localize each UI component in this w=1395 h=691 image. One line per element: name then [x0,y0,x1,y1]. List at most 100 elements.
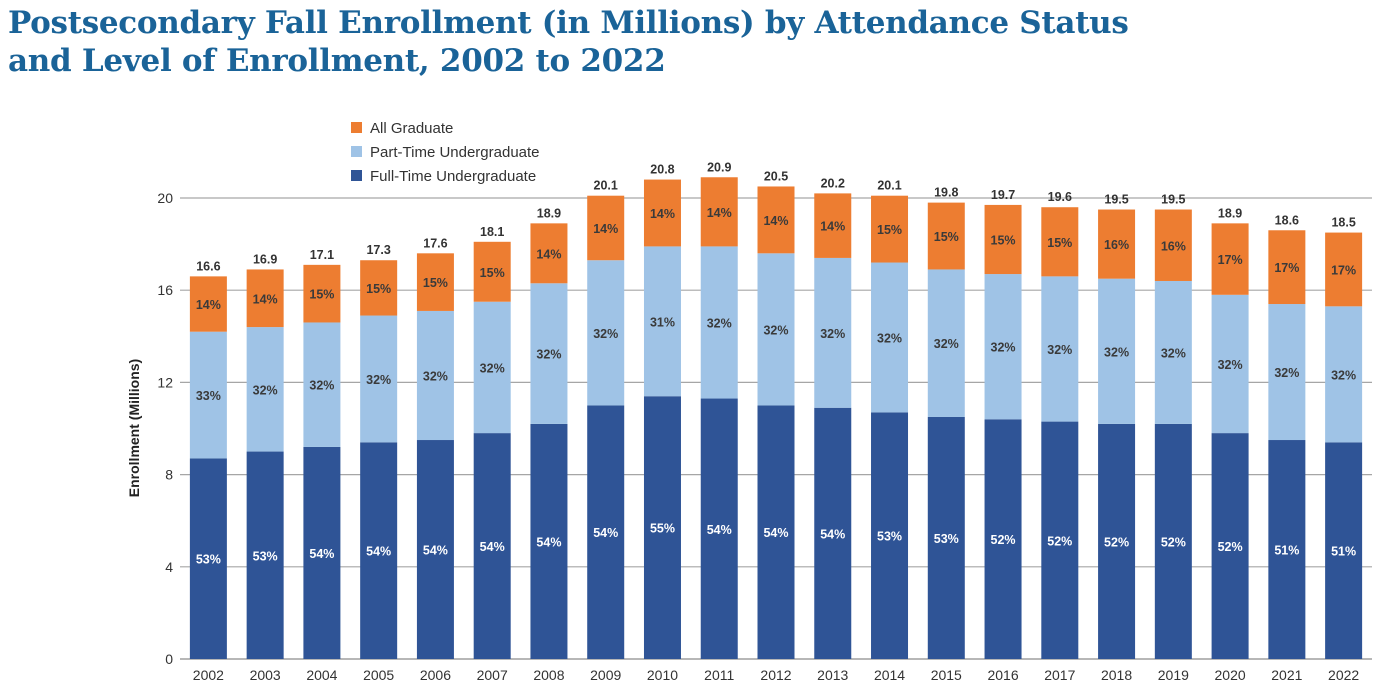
total-data-label: 18.9 [1218,206,1242,220]
percent-data-label: 54% [309,547,334,561]
bar-segment-part-time-undergraduate [303,322,341,447]
bar-segment-all-graduate [643,179,681,247]
percent-data-label: 53% [253,549,278,563]
percent-data-label: 32% [1331,368,1356,382]
percent-data-label: 14% [650,207,675,221]
bar-segment-part-time-undergraduate [984,274,1022,420]
bar-segment-full-time-undergraduate [189,458,227,659]
bar-segment-full-time-undergraduate [473,433,511,659]
y-axis-label: Enrollment (Millions) [126,359,142,497]
percent-data-label: 31% [650,315,675,329]
percent-data-label: 14% [593,222,618,236]
bar-segment-all-graduate [530,223,568,284]
bar-segment-full-time-undergraduate [1154,423,1192,659]
bar-segment-all-graduate [473,241,511,302]
bar-segment-part-time-undergraduate [814,257,852,408]
bar-segment-part-time-undergraduate [1325,306,1363,443]
x-tick-label: 2004 [306,667,337,683]
y-axis-ticks: 0 4 8 12 16 20 [157,190,173,667]
x-tick-label: 2022 [1328,667,1359,683]
bar-segment-all-graduate [1325,232,1363,307]
bar-stack-2010: 55% 31% 14% 20.8 [643,163,681,659]
bar-segment-full-time-undergraduate [587,405,625,659]
percent-data-label: 17% [1331,263,1356,277]
bar-stack-2009: 54% 32% 14% 20.1 [587,179,625,659]
bar-segment-full-time-undergraduate [1325,442,1363,659]
legend-label: All Graduate [370,120,453,137]
percent-data-label: 51% [1274,544,1299,558]
bar-stack-2021: 51% 32% 17% 18.6 [1268,213,1306,659]
x-tick-label: 2015 [931,667,962,683]
bar-segment-all-graduate [189,276,227,332]
bar-segment-full-time-undergraduate [246,451,284,659]
bar-segment-part-time-undergraduate [360,315,398,443]
y-tick-label: 12 [157,374,173,390]
percent-data-label: 32% [1274,366,1299,380]
x-tick-label: 2017 [1044,667,1075,683]
total-data-label: 18.1 [480,225,504,239]
x-tick-label: 2011 [704,667,734,683]
bar-segment-full-time-undergraduate [643,396,681,659]
y-tick-label: 16 [157,282,173,298]
x-tick-label: 2006 [420,667,451,683]
x-tick-label: 2013 [817,667,848,683]
chart-title-line-2: and Level of Enrollment, 2002 to 2022 [8,43,666,79]
percent-data-label: 53% [934,532,959,546]
bar-segment-full-time-undergraduate [927,416,965,659]
x-tick-label: 2003 [250,667,281,683]
bar-segment-part-time-undergraduate [700,246,738,399]
bar-segment-part-time-undergraduate [587,260,625,406]
x-tick-label: 2009 [590,667,621,683]
total-data-label: 20.1 [877,179,901,193]
x-tick-label: 2018 [1101,667,1132,683]
percent-data-label: 54% [423,544,448,558]
y-tick-label: 4 [165,559,173,575]
bar-stack-2007: 54% 32% 15% 18.1 [473,225,511,659]
bar-segment-part-time-undergraduate [1041,276,1079,422]
x-tick-label: 2019 [1158,667,1189,683]
bar-stack-2017: 52% 32% 15% 19.6 [1041,190,1079,659]
percent-data-label: 32% [820,327,845,341]
bar-segment-all-graduate [927,202,965,270]
percent-data-label: 16% [1161,239,1186,253]
y-tick-label: 20 [157,190,173,206]
percent-data-label: 53% [196,553,221,567]
x-tick-label: 2007 [477,667,508,683]
legend: All Graduate Part-Time Undergraduate Full-… [351,120,540,185]
bar-segment-all-graduate [1268,230,1306,305]
bar-stack-2012: 54% 32% 14% 20.5 [757,169,795,659]
percent-data-label: 16% [1104,238,1129,252]
percent-data-label: 53% [877,530,902,544]
bar-segment-full-time-undergraduate [984,419,1022,659]
percent-data-label: 51% [1331,545,1356,559]
bars: 53%33%14%16.653%32%14%16.954%32%15%17.15… [189,160,1363,659]
bar-stack-2003: 53% 32% 14% 16.9 [246,252,284,659]
x-tick-label: 2014 [874,667,905,683]
percent-data-label: 14% [253,292,278,306]
percent-data-label: 54% [593,526,618,540]
percent-data-label: 52% [1161,535,1186,549]
total-data-label: 18.6 [1275,213,1299,227]
percent-data-label: 32% [1104,345,1129,359]
total-data-label: 16.6 [196,259,220,273]
percent-data-label: 32% [593,327,618,341]
x-axis-ticks: 2002 2003 2004 2005 2006 2007 2008 2009 2010 2011… [193,667,1360,683]
bar-segment-all-graduate [246,269,284,328]
total-data-label: 20.9 [707,160,731,174]
legend-item: Full-Time Undergraduate [351,168,536,185]
bar-segment-part-time-undergraduate [757,253,795,406]
bar-segment-all-graduate [1154,209,1192,281]
percent-data-label: 52% [1218,540,1243,554]
x-tick-label: 2021 [1271,667,1302,683]
percent-data-label: 54% [366,545,391,559]
percent-data-label: 14% [763,214,788,228]
percent-data-label: 32% [1218,358,1243,372]
chart-title: Postsecondary Fall Enrollment (in Millio… [8,4,1129,80]
bar-segment-part-time-undergraduate [473,301,511,434]
bar-segment-full-time-undergraduate [1268,440,1306,659]
total-data-label: 19.6 [1048,190,1072,204]
y-tick-label: 8 [165,467,173,483]
total-data-label: 17.1 [310,248,334,262]
bar-segment-all-graduate [360,260,398,316]
legend-item: Part-Time Undergraduate [351,144,540,161]
